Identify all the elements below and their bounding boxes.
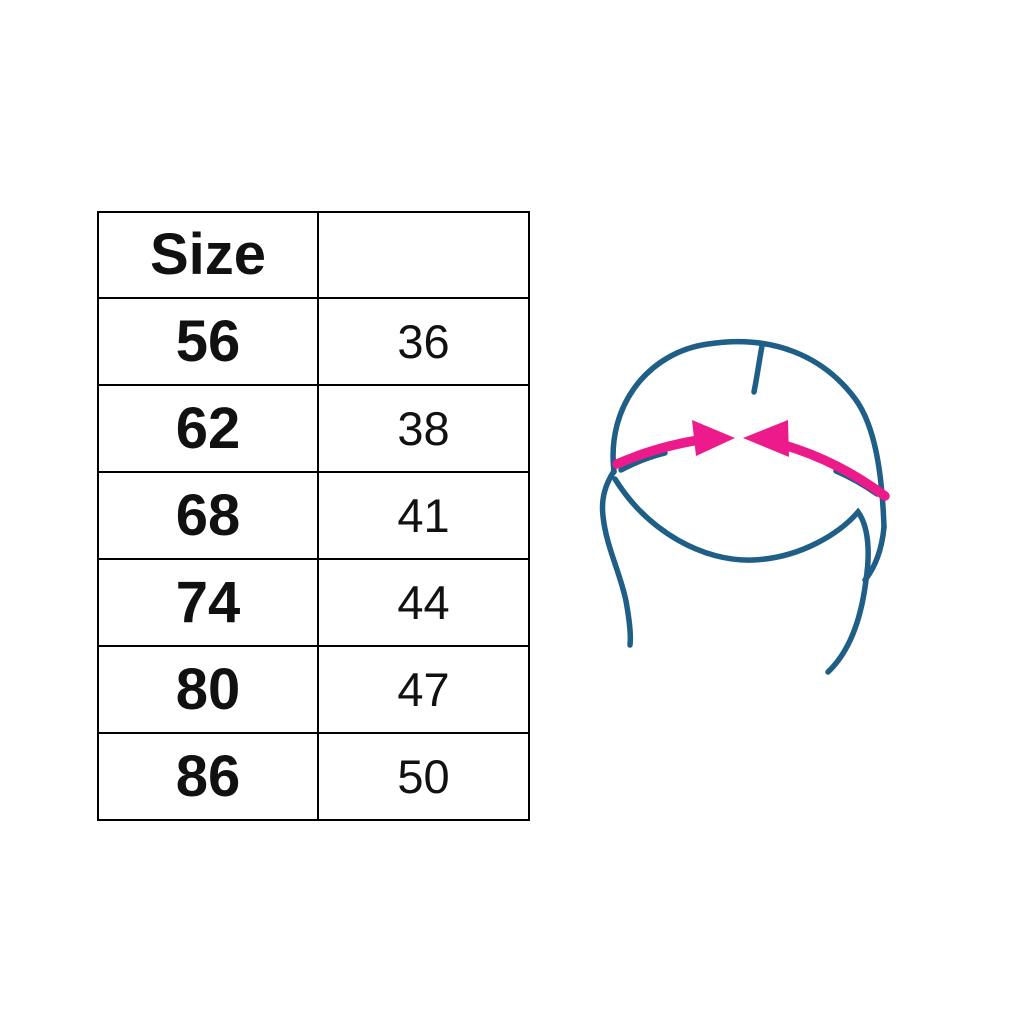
circumference-cell: 41 [317,471,530,560]
measure-arrow-right-shaft [779,440,890,501]
size-column-header: Size [97,211,319,299]
size-cell: 80 [97,645,319,734]
table-row: 80 47 [97,645,530,734]
table-row: 86 50 [97,732,530,821]
hat-band-bottom-and-right-tie [612,476,871,675]
hat-right-edge-line [862,524,887,583]
table-row: 62 38 [97,384,530,473]
table-row: 68 41 [97,471,530,560]
table-row: 56 36 [97,297,530,386]
size-cell: 74 [97,558,319,647]
circumference-cell: 44 [317,558,530,647]
circumference-measure-arrows [612,420,890,501]
circumference-cell: 50 [317,732,530,821]
table-header-row: Size [97,211,530,299]
hat-left-tie [599,468,634,648]
hat-band-top-left-line [618,450,668,473]
measure-arrowhead-right-pointing [692,420,735,456]
table-row: 74 44 [97,558,530,647]
hat-crown-outline [610,338,887,530]
measure-arrowhead-left-pointing [743,420,789,457]
circumference-column-header [317,211,530,299]
circumference-cell: 47 [317,645,530,734]
circumference-cell: 36 [317,297,530,386]
hat-top-seam-line [751,343,765,395]
size-cell: 56 [97,297,319,386]
size-table: Size 56 36 62 38 68 41 74 44 80 [97,211,530,821]
size-cell: 86 [97,732,319,821]
size-cell: 68 [97,471,319,560]
circumference-cell: 38 [317,384,530,473]
size-cell: 62 [97,384,319,473]
measure-arrow-left-shaft [612,434,710,469]
